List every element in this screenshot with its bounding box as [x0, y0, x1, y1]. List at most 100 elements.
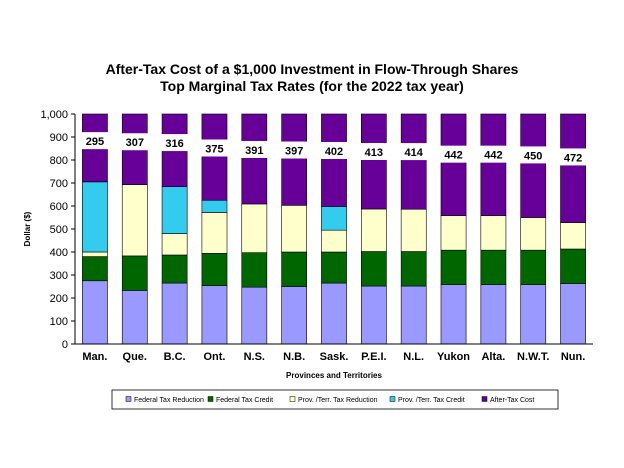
data-label: 402: [325, 146, 343, 158]
legend-swatch: [389, 396, 396, 402]
y-tick-label: 200: [50, 293, 68, 305]
x-tick-label: Man.: [82, 351, 107, 363]
data-label-box: [240, 140, 269, 158]
bar-segment: [82, 256, 108, 282]
data-label-box: [80, 132, 109, 150]
plot-area: 0 100 200 300 400 500 600 700 800 900 1,000 295 Man.…: [40, 109, 593, 363]
bar-segment: [281, 251, 308, 287]
bar-segment: [480, 113, 507, 216]
bar-segment: [480, 215, 507, 251]
legend-label: After-Tax Cost: [490, 397, 534, 404]
y-tick-label: 900: [50, 132, 68, 144]
x-tick-label: N.S.: [244, 351, 265, 363]
bar-segment: [480, 284, 507, 345]
bar-segment: [281, 286, 308, 345]
bar-segment: [201, 285, 228, 345]
data-label: 295: [86, 136, 104, 148]
data-label: 442: [484, 150, 502, 162]
bar-segment: [440, 113, 467, 216]
data-label: 375: [205, 144, 223, 156]
data-label-box: [160, 134, 189, 152]
bar-segment: [321, 113, 347, 207]
bar-segment: [520, 249, 547, 285]
bar-segment: [121, 290, 148, 345]
data-label-box: [519, 146, 548, 164]
bar-segment: [520, 217, 547, 251]
bar-segment: [360, 251, 387, 287]
y-tick-label: 1,000: [40, 109, 68, 121]
bar-segment: [241, 252, 268, 288]
bar-segment: [440, 249, 467, 285]
bar-segment: [321, 206, 347, 231]
bar-segment: [560, 222, 586, 250]
data-label: 414: [405, 147, 424, 159]
legend-label: Prov. /Terr. Tax Credit: [398, 397, 465, 404]
bar-segment: [321, 282, 347, 345]
bar-segment: [560, 283, 586, 345]
bar-segment: [161, 254, 188, 284]
legend-label: Federal Tax Credit: [216, 397, 273, 404]
chart-subtitle: Top Marginal Tax Rates (for the 2022 tax…: [160, 78, 464, 94]
y-tick-label: 500: [50, 224, 68, 236]
x-tick-label: B.C.: [164, 351, 186, 363]
data-label-box: [399, 143, 428, 161]
data-label: 472: [564, 152, 582, 164]
legend-label: Federal Tax Reduction: [134, 397, 204, 404]
bar-segment: [121, 184, 148, 257]
legend-swatch: [207, 396, 214, 402]
bar-segment: [321, 251, 347, 284]
bar-segment: [440, 215, 467, 251]
x-tick-label: N.W.T.: [517, 351, 549, 363]
data-label-box: [280, 141, 309, 159]
bar-segment: [241, 286, 268, 345]
y-tick-label: 100: [50, 316, 68, 328]
bar-segment: [201, 253, 228, 286]
bar-segment: [121, 255, 148, 291]
legend-label: Prov. /Terr. Tax Reduction: [298, 397, 378, 404]
bar-segment: [400, 208, 427, 252]
chart-title: After-Tax Cost of a $1,000 Investment in…: [106, 61, 519, 77]
bar-segment: [241, 203, 268, 253]
bar-segment: [321, 229, 347, 253]
data-label-box: [359, 142, 388, 160]
x-tick-label: Alta.: [481, 351, 505, 363]
bar-segment: [161, 282, 188, 345]
y-tick-label: 400: [50, 247, 68, 259]
data-label-box: [200, 139, 229, 157]
bar-segment: [520, 284, 547, 345]
data-label-box: [439, 145, 468, 163]
legend-swatch: [125, 396, 132, 402]
x-tick-label: Que.: [123, 351, 147, 363]
x-tick-label: Sask.: [320, 351, 349, 363]
data-label: 413: [365, 147, 383, 159]
x-tick-label: Ont.: [203, 351, 225, 363]
y-tick-label: 800: [50, 155, 68, 167]
data-label: 397: [285, 146, 303, 158]
bar-segment: [281, 205, 308, 253]
x-tick-label: N.L.: [403, 351, 424, 363]
data-label-box: [320, 141, 348, 159]
x-tick-label: Nun.: [561, 351, 585, 363]
x-axis-title: Provinces and Territories: [286, 371, 382, 380]
bar-segment: [440, 284, 467, 345]
y-tick-label: 300: [50, 270, 68, 282]
bar-segment: [560, 113, 586, 223]
data-label: 307: [126, 137, 144, 149]
y-tick-label: 700: [50, 178, 68, 190]
bar-segment: [560, 248, 586, 284]
bar-segment: [480, 249, 507, 285]
y-axis-title: Dollar ($): [23, 211, 32, 246]
data-label-box: [559, 148, 588, 166]
data-label: 316: [165, 138, 183, 150]
x-tick-label: Yukon: [437, 351, 470, 363]
bar-segment: [161, 186, 188, 234]
bar-segment: [400, 113, 427, 210]
bar-segment: [201, 199, 228, 213]
bar-segment: [82, 251, 108, 257]
x-tick-label: P.E.I.: [361, 351, 386, 363]
y-tick-label: 600: [50, 201, 68, 213]
x-tick-label: N.B.: [283, 351, 305, 363]
bar-segment: [82, 181, 108, 253]
bar-segment: [360, 285, 387, 345]
